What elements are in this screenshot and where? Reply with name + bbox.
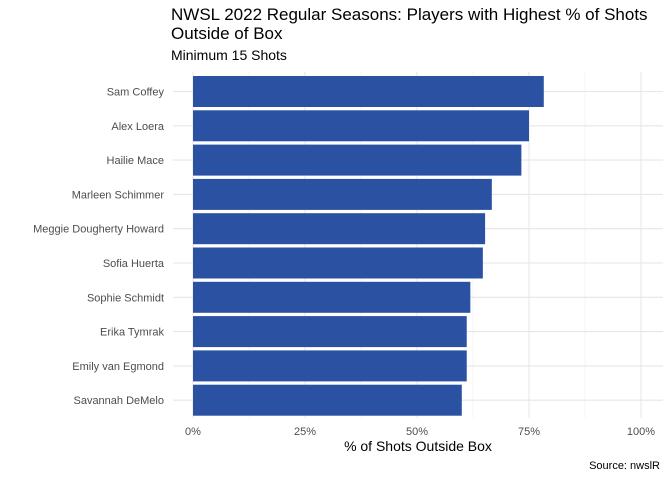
x-tick-label: 50% — [406, 426, 428, 438]
y-tick-label: Sam Coffey — [107, 87, 165, 99]
x-tick-label: 100% — [627, 426, 655, 438]
bar — [193, 384, 462, 416]
x-tick-label: 0% — [185, 426, 201, 438]
y-tick-label: Savannah DeMelo — [73, 395, 164, 407]
y-tick-label: Hailie Mace — [107, 155, 164, 167]
bar — [193, 110, 529, 142]
bar — [193, 144, 522, 176]
y-tick-label: Alex Loera — [111, 121, 164, 133]
y-tick-label: Sofia Huerta — [103, 258, 165, 270]
y-tick-label: Emily van Egmond — [72, 361, 164, 373]
chart-title: NWSL 2022 Regular Seasons: Players with … — [171, 5, 648, 43]
bar — [193, 281, 471, 313]
chart-caption: Source: nwslR — [589, 460, 660, 472]
x-tick-label: 75% — [518, 426, 540, 438]
chart-subtitle: Minimum 15 Shots — [171, 47, 287, 63]
bar — [193, 213, 486, 245]
bar — [193, 76, 544, 107]
bar — [193, 350, 467, 382]
y-tick-label: Erika Tymrak — [100, 327, 164, 339]
y-tick-label: Sophie Schmidt — [87, 292, 164, 304]
y-tick-label: Marleen Schimmer — [72, 189, 165, 201]
bars — [193, 76, 544, 416]
bar — [193, 178, 492, 210]
y-tick-labels: Sam Coffey Alex Loera Hailie Mace Marleen S… — [33, 87, 165, 408]
bar — [193, 316, 467, 348]
y-tick-label: Meggie Dougherty Howard — [33, 224, 164, 236]
x-tick-labels: 0% 25% 50% 75% 100% — [185, 426, 655, 438]
x-tick-label: 25% — [294, 426, 316, 438]
x-axis-title: % of Shots Outside Box — [344, 438, 492, 454]
bar — [193, 247, 483, 279]
